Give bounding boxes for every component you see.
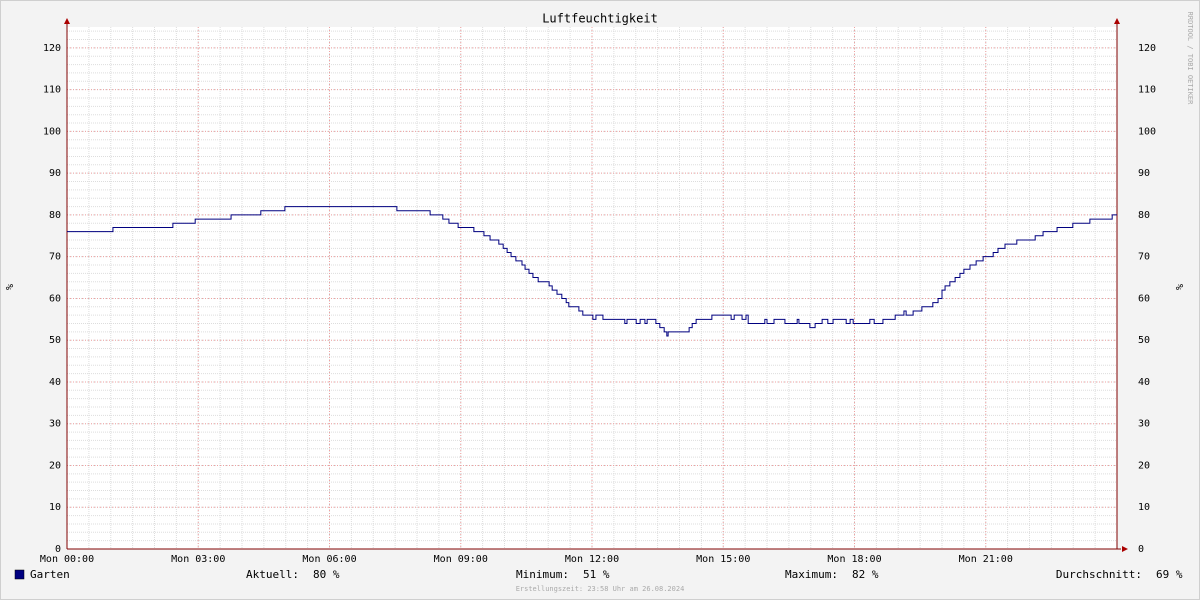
x-tick-label: Mon 21:00 [959, 554, 1013, 565]
y2-tick-label: 80 [1138, 210, 1150, 221]
y-axis-label: % [5, 284, 16, 290]
y-tick-label: 80 [49, 210, 61, 221]
stat-value: 80 % [313, 568, 340, 581]
y2-tick-label: 20 [1138, 460, 1150, 471]
y2-tick-label: 110 [1138, 85, 1156, 96]
y2-tick-label: 60 [1138, 293, 1150, 304]
y-tick-label: 50 [49, 335, 61, 346]
axis-arrow [1122, 546, 1128, 552]
y-tick-label: 30 [49, 419, 61, 430]
x-tick-label: Mon 09:00 [434, 554, 488, 565]
stat-label: Maximum: [785, 568, 838, 581]
y2-tick-label: 70 [1138, 252, 1150, 263]
legend-label: Garten [30, 568, 70, 581]
y2-tick-label: 50 [1138, 335, 1150, 346]
chart-title: Luftfeuchtigkeit [542, 12, 658, 26]
stat-value: 82 % [852, 568, 879, 581]
watermark: RRDTOOL / TOBI OETIKER [1186, 12, 1194, 106]
legend-swatch [14, 569, 25, 580]
stat-label: Aktuell: [246, 568, 299, 581]
y2-tick-label: 10 [1138, 502, 1150, 513]
x-tick-label: Mon 00:00 [40, 554, 94, 565]
x-tick-label: Mon 15:00 [696, 554, 750, 565]
y2-tick-label: 30 [1138, 419, 1150, 430]
y-tick-label: 40 [49, 377, 61, 388]
y-tick-label: 110 [43, 85, 61, 96]
x-tick-label: Mon 18:00 [827, 554, 881, 565]
y-tick-label: 10 [49, 502, 61, 513]
y-tick-label: 0 [55, 544, 61, 555]
stat-label: Durchschnitt: [1056, 568, 1142, 581]
y2-axis-label: % [1175, 284, 1186, 290]
stat-value: 51 % [583, 568, 610, 581]
x-tick-label: Mon 06:00 [302, 554, 356, 565]
y2-tick-label: 120 [1138, 43, 1156, 54]
axis-arrow [64, 18, 70, 24]
footer: Erstellungszeit: 23:58 Uhr am 26.08.2024 [516, 585, 685, 593]
y-tick-label: 90 [49, 168, 61, 179]
y-tick-label: 20 [49, 460, 61, 471]
y-tick-label: 70 [49, 252, 61, 263]
y2-tick-label: 40 [1138, 377, 1150, 388]
x-tick-label: Mon 03:00 [171, 554, 225, 565]
axis-arrow [1114, 18, 1120, 24]
y2-tick-label: 0 [1138, 544, 1144, 555]
stat-label: Minimum: [516, 568, 569, 581]
y2-tick-label: 100 [1138, 126, 1156, 137]
data-line [67, 206, 1117, 337]
y-tick-label: 100 [43, 126, 61, 137]
y-tick-label: 60 [49, 293, 61, 304]
stat-value: 69 % [1156, 568, 1183, 581]
x-tick-label: Mon 12:00 [565, 554, 619, 565]
y2-tick-label: 90 [1138, 168, 1150, 179]
y-tick-label: 120 [43, 43, 61, 54]
